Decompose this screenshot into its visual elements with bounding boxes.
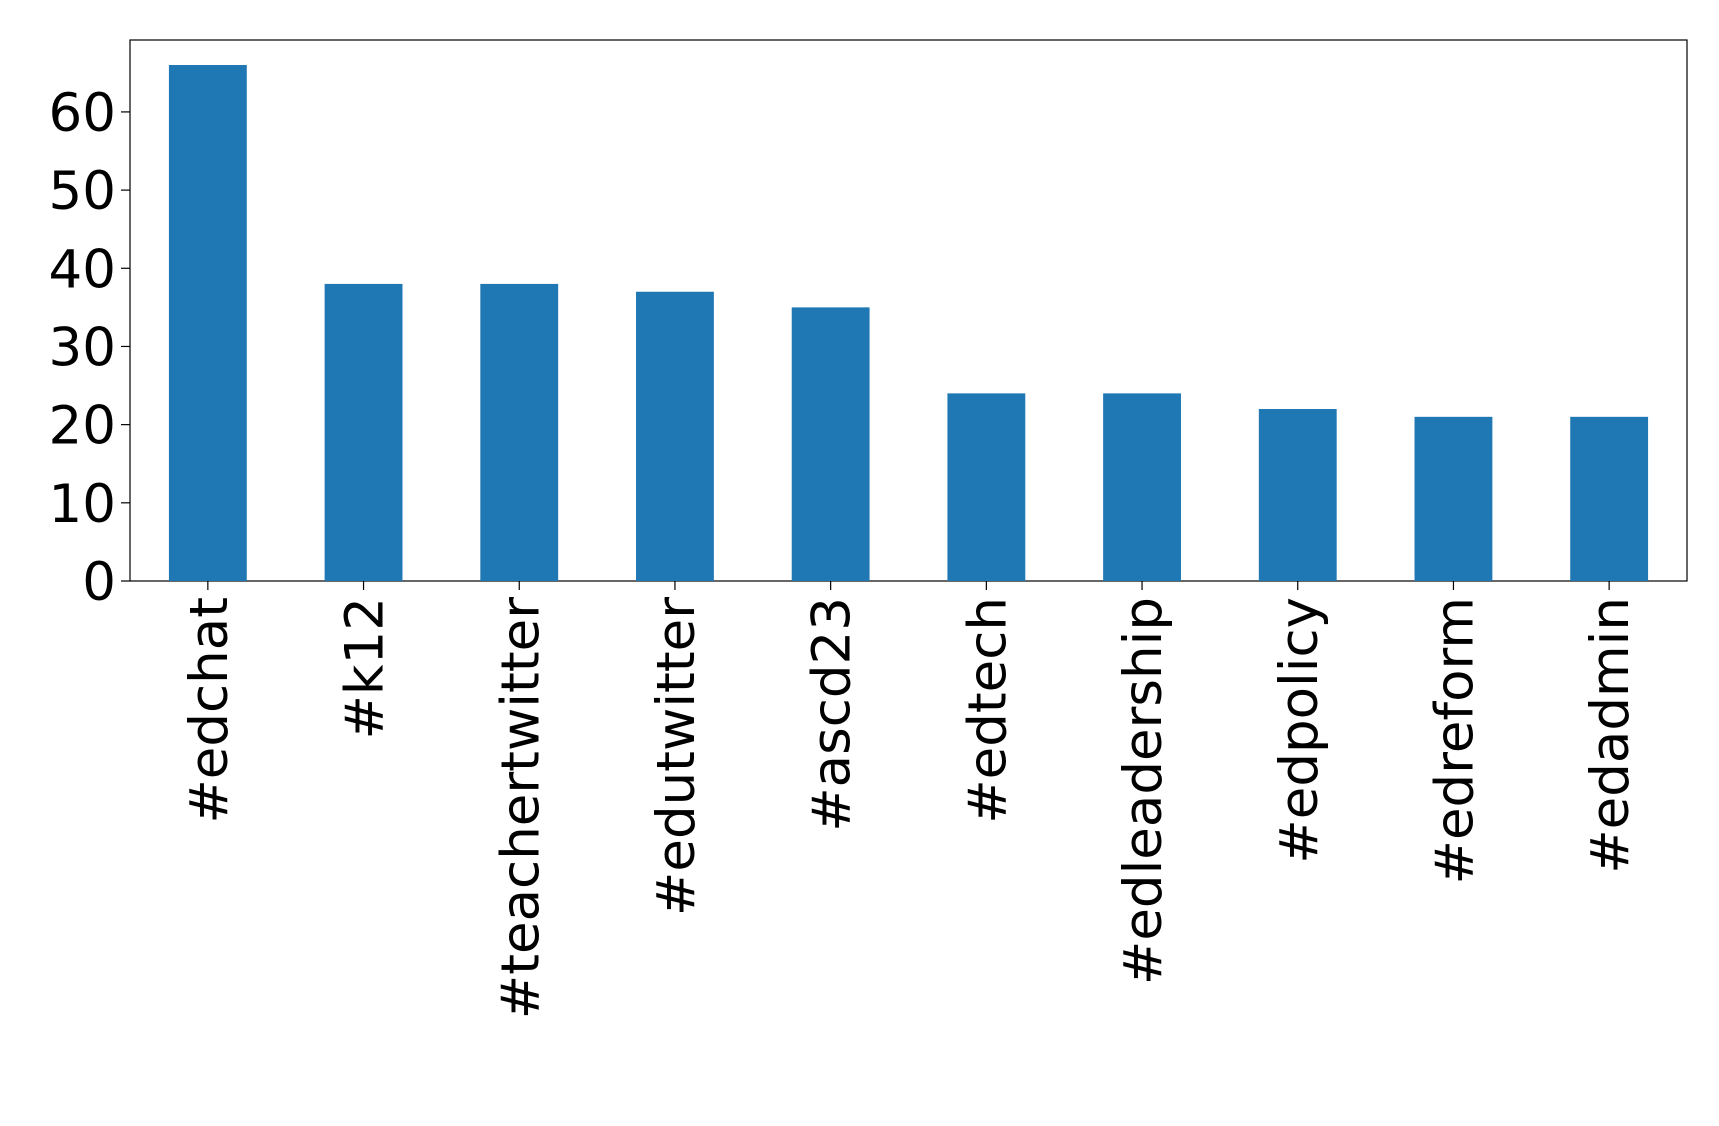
y-tick-label: 0 [82,552,116,613]
bar [947,393,1026,581]
x-tick-label: #edchat [179,597,240,824]
x-tick-label: #edleadership [1113,597,1174,985]
y-tick-label: 30 [49,317,116,378]
x-tick-label: #k12 [335,597,396,740]
bar [1570,416,1649,581]
bar [791,307,870,581]
x-tick-label: #edpolicy [1269,597,1330,864]
y-tick-label: 10 [49,474,116,535]
plot-frame [129,39,1688,582]
bar [1103,393,1181,581]
bar [1414,416,1493,581]
y-tick-label: 60 [49,83,116,144]
x-tick-label: #ascd23 [802,597,863,832]
x-tick-label: #edadmin [1580,597,1641,874]
y-tick-label: 50 [49,161,116,222]
x-tick-label: #edutwitter [646,597,707,916]
bar [168,65,247,582]
bar [324,283,403,581]
x-tick-label: #edtech [957,597,1018,824]
bar [1258,409,1337,581]
bar [480,283,559,581]
x-tick-label: #edreform [1424,597,1485,884]
y-tick-label: 20 [49,396,116,457]
bar [636,291,714,581]
x-tick-label: #teachertwitter [490,597,551,1019]
y-tick-label: 40 [49,239,116,300]
